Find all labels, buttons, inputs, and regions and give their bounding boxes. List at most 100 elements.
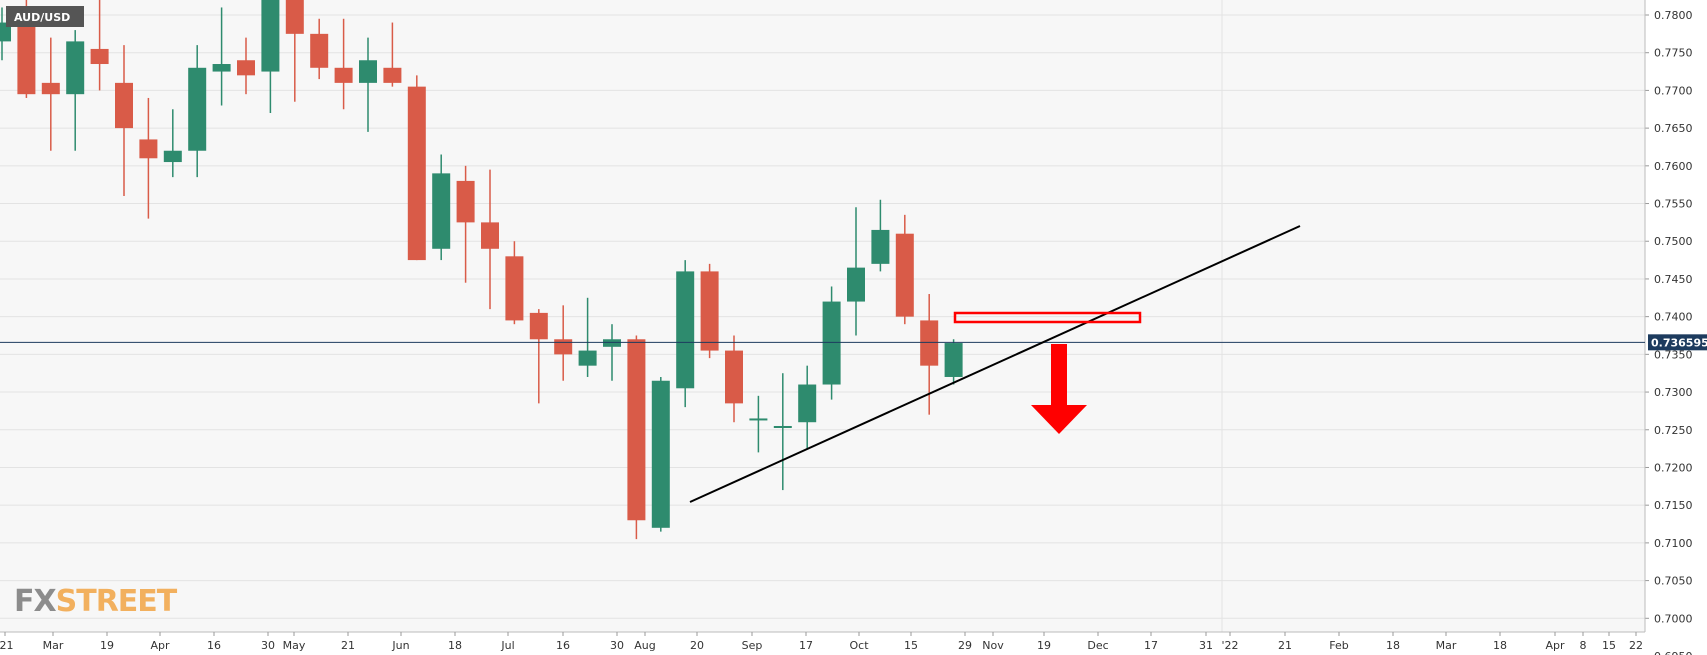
trendline[interactable]	[689, 225, 1301, 503]
x-tick-label: Dec	[1087, 639, 1108, 652]
candle[interactable]	[212, 7, 231, 106]
candle-body	[651, 380, 670, 528]
candle[interactable]	[237, 37, 255, 95]
candle[interactable]	[871, 199, 890, 272]
candle[interactable]	[115, 45, 133, 196]
y-tick-label: 0.7500	[1654, 235, 1693, 248]
candle[interactable]	[285, 0, 304, 102]
plot-area[interactable]	[0, 0, 1645, 632]
candle[interactable]	[163, 109, 182, 178]
candle[interactable]	[895, 214, 914, 325]
candle[interactable]	[627, 335, 646, 540]
candle[interactable]	[773, 373, 792, 491]
y-tick-label: 0.7150	[1654, 499, 1693, 512]
x-tick-label: 30	[610, 639, 624, 652]
candle[interactable]	[505, 241, 524, 325]
x-tick-label: 17	[799, 639, 813, 652]
candle[interactable]	[481, 169, 499, 310]
candle-body	[773, 425, 792, 428]
candle[interactable]	[651, 376, 670, 532]
svg-text:FXSTREET: FXSTREET	[14, 584, 178, 619]
candle-body	[261, 0, 280, 72]
candle[interactable]	[554, 305, 573, 381]
y-tick-label: 0.7800	[1654, 9, 1693, 22]
x-tick-label: '21	[0, 639, 14, 652]
x-tick-label: May	[283, 639, 306, 652]
x-tick-label: Apr	[1545, 639, 1565, 652]
y-tick-label: 0.7300	[1654, 386, 1693, 399]
candle[interactable]	[700, 263, 719, 359]
candle[interactable]	[0, 7, 11, 61]
candle[interactable]	[359, 37, 377, 132]
candle-body	[310, 33, 329, 68]
x-tick-label: 30	[261, 639, 275, 652]
x-tick-label: 31	[1199, 639, 1213, 652]
candle[interactable]	[676, 260, 695, 408]
x-tick-label: Mar	[43, 639, 64, 652]
candle[interactable]	[529, 309, 548, 404]
y-tick-label: 0.7450	[1654, 273, 1693, 286]
candle-body	[163, 150, 182, 163]
x-tick-label: 17	[1144, 639, 1158, 652]
candle-body	[481, 222, 499, 249]
candle-body	[847, 267, 865, 302]
candle[interactable]	[944, 339, 963, 385]
candle[interactable]	[310, 18, 329, 80]
x-tick-label: 19	[100, 639, 114, 652]
symbol-label: AUD/USD	[14, 11, 70, 24]
candle[interactable]	[188, 45, 207, 178]
candle[interactable]	[407, 75, 426, 261]
x-tick-label: 18	[448, 639, 462, 652]
candle[interactable]	[578, 297, 597, 377]
candle[interactable]	[432, 154, 451, 261]
x-axis: '21 Mar 19 Apr 16 30 May 21 Jun 18 Jul 16 30 Aug 20 Sep…	[0, 631, 1645, 652]
candle-body	[383, 67, 402, 83]
x-tick-label: 21	[1278, 639, 1292, 652]
candle[interactable]	[822, 286, 841, 400]
candle-body	[212, 64, 231, 72]
candle-body	[407, 86, 426, 261]
candle-body	[334, 67, 353, 83]
watermark-logo-text: FX	[14, 584, 56, 619]
x-tick-label: 18	[1386, 639, 1400, 652]
candle[interactable]	[725, 335, 743, 423]
x-tick-label: Jun	[391, 639, 409, 652]
candle[interactable]	[749, 395, 768, 453]
x-tick-label: 16	[207, 639, 221, 652]
candle[interactable]	[847, 207, 865, 336]
y-tick-label: 0.7400	[1654, 311, 1693, 324]
candle-body	[66, 41, 85, 95]
candle-body	[237, 60, 255, 76]
candle[interactable]	[41, 37, 60, 151]
candle[interactable]	[603, 324, 621, 381]
overlays	[0, 225, 1645, 503]
arrow-down-icon	[1031, 344, 1087, 434]
candle-body	[749, 418, 768, 421]
y-tick-label: 0.7350	[1654, 348, 1693, 361]
candle-body	[700, 271, 719, 351]
candle[interactable]	[456, 165, 475, 283]
candle[interactable]	[334, 18, 353, 110]
candle-body	[798, 384, 817, 423]
candle-body	[554, 339, 573, 355]
grid	[0, 0, 1645, 632]
candle-body	[432, 173, 451, 249]
candle-body	[505, 256, 524, 321]
candle-body	[41, 82, 60, 95]
candle[interactable]	[66, 30, 85, 151]
candle[interactable]	[139, 97, 158, 219]
candle-body	[456, 180, 475, 223]
current-price-badge: 0.736595	[1648, 334, 1707, 351]
y-tick-label: 0.7600	[1654, 160, 1693, 173]
y-tick-label: 0.7750	[1654, 47, 1693, 60]
resistance-zone-box[interactable]	[953, 311, 1142, 324]
candle[interactable]	[90, 0, 109, 91]
candle-body	[17, 22, 36, 95]
candle[interactable]	[798, 365, 817, 449]
x-tick-label: Mar	[1436, 639, 1457, 652]
candle[interactable]	[383, 22, 402, 87]
y-tick-label: 0.7700	[1654, 84, 1693, 97]
candle[interactable]	[261, 0, 280, 114]
